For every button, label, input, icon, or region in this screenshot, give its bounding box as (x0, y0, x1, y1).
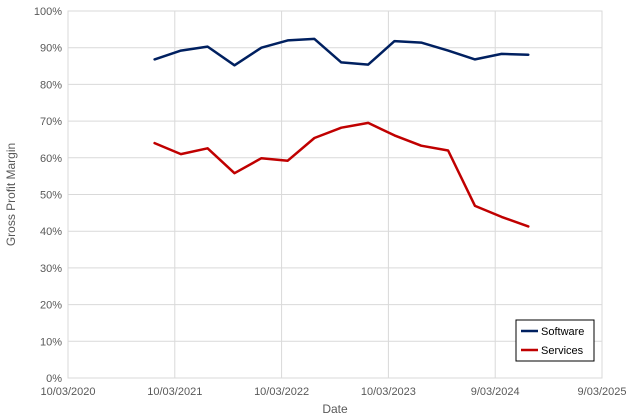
legend-label-services: Services (541, 345, 584, 357)
y-tick-label: 30% (40, 263, 62, 275)
x-tick-label: 10/03/2020 (40, 386, 95, 398)
y-tick-label: 0% (46, 373, 62, 385)
y-axis-label: Gross Profit Margin (4, 143, 18, 246)
series-line-software (153, 37, 530, 67)
legend-box (515, 319, 595, 362)
x-axis-tick-labels: 10/03/2020 10/03/2021 10/03/2022 10/03/2023… (40, 386, 626, 398)
x-tick-label: 9/03/2025 (578, 386, 627, 398)
y-tick-label: 100% (34, 6, 62, 18)
x-tick-label: 10/03/2022 (254, 386, 309, 398)
x-axis-label: Date (322, 402, 348, 416)
x-tick-label: 9/03/2024 (471, 386, 520, 398)
series-lines (153, 37, 530, 228)
legend: Software Services (515, 319, 595, 362)
y-tick-label: 80% (40, 79, 62, 91)
x-tick-label: 10/03/2023 (361, 386, 416, 398)
y-tick-label: 90% (40, 43, 62, 55)
x-tick-label: 10/03/2021 (147, 386, 202, 398)
y-tick-label: 40% (40, 226, 62, 238)
y-tick-label: 60% (40, 153, 62, 165)
y-tick-label: 70% (40, 116, 62, 128)
series-line-services (153, 121, 530, 228)
plot-area-border (67, 10, 603, 379)
y-tick-label: 20% (40, 300, 62, 312)
y-tick-label: 10% (40, 336, 62, 348)
y-tick-label: 50% (40, 190, 62, 202)
y-axis-tick-labels: 0% 10% 20% 30% 40% 50% 60% 70% 80% 90% 100% (34, 6, 62, 385)
legend-label-software: Software (541, 326, 584, 338)
